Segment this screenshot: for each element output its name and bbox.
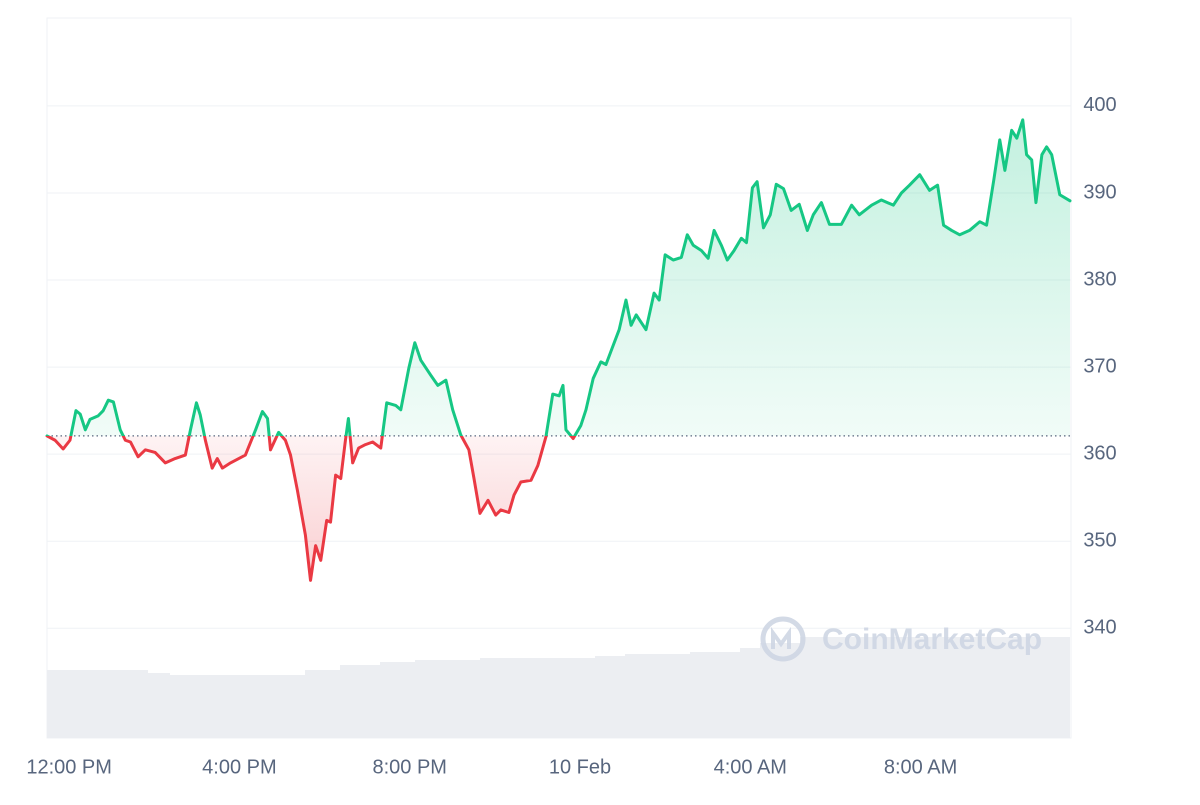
y-tick-label: 340 [1083, 617, 1116, 639]
y-tick-label: 370 [1083, 355, 1116, 377]
axes: 340 350 360 370 380 390 400 12:00 PM 4:00 PM 8:00… [26, 94, 1116, 778]
x-tick-label: 8:00 PM [372, 756, 446, 778]
watermark-logo [760, 616, 806, 662]
price-line [45, 118, 1072, 582]
marks [45, 118, 1072, 582]
y-tick-label: 380 [1083, 268, 1116, 290]
y-tick-label: 400 [1083, 94, 1116, 116]
y-tick-label: 360 [1083, 442, 1116, 464]
volume-bars [47, 637, 1070, 738]
y-tick-label: 390 [1083, 181, 1116, 203]
x-tick-label: 4:00 PM [202, 756, 276, 778]
x-tick-label: 12:00 PM [26, 756, 112, 778]
watermark-logo-m [771, 626, 791, 649]
watermark: CoinMarketCap [760, 616, 1042, 662]
x-tick-label: 10 Feb [549, 756, 611, 778]
price-area [47, 119, 1070, 581]
x-tick-label: 8:00 AM [884, 756, 957, 778]
watermark-text: CoinMarketCap [822, 623, 1042, 656]
y-tick-label: 350 [1083, 530, 1116, 552]
x-tick-label: 4:00 AM [714, 756, 787, 778]
